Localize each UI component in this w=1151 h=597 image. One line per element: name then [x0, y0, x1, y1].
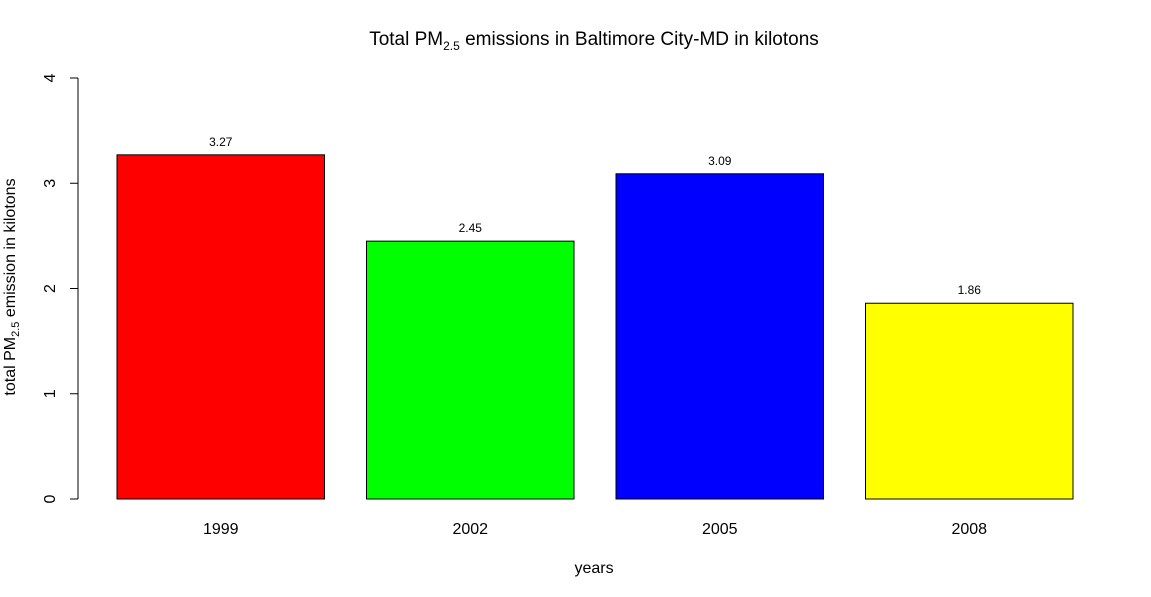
y-axis-label-subscript: 2.5: [10, 322, 22, 337]
y-tick-label: 1: [42, 389, 59, 398]
bar-value-label: 1.86: [958, 283, 982, 297]
bar-value-label: 3.09: [708, 154, 732, 168]
x-tick-label: 2008: [951, 521, 987, 538]
bar-2002: [366, 240, 575, 500]
bar-2008: [865, 302, 1074, 500]
y-axis: 0 1 2 3 4: [42, 73, 79, 503]
bar-value-label: 2.45: [459, 221, 483, 235]
chart-title: Total PM2.5 emissions in Baltimore City-…: [369, 29, 819, 53]
bars: 3.27 1999 2.45 2002 3.09 2005 1.86 2008: [116, 135, 1074, 538]
bar-1999: [116, 154, 325, 500]
chart-title-prefix: Total PM: [369, 29, 443, 50]
y-tick-label: 2: [42, 284, 59, 293]
y-axis-label-suffix: emission in kilotons: [2, 178, 19, 321]
chart-title-subscript: 2.5: [443, 39, 460, 53]
bar-2005: [615, 173, 824, 500]
y-tick-label: 4: [42, 73, 59, 82]
x-axis-label: years: [574, 560, 613, 577]
x-tick-label: 2002: [452, 521, 488, 538]
bar-value-label: 3.27: [209, 135, 233, 149]
y-tick-label: 3: [42, 179, 59, 188]
y-tick-label: 0: [42, 494, 59, 503]
chart-title-suffix: emissions in Baltimore City-MD in kiloto…: [460, 29, 819, 50]
y-axis-label-prefix: total PM: [2, 337, 19, 396]
x-tick-label: 2005: [702, 521, 738, 538]
y-axis-label: total PM2.5 emission in kilotons: [2, 178, 22, 395]
x-tick-label: 1999: [203, 521, 239, 538]
